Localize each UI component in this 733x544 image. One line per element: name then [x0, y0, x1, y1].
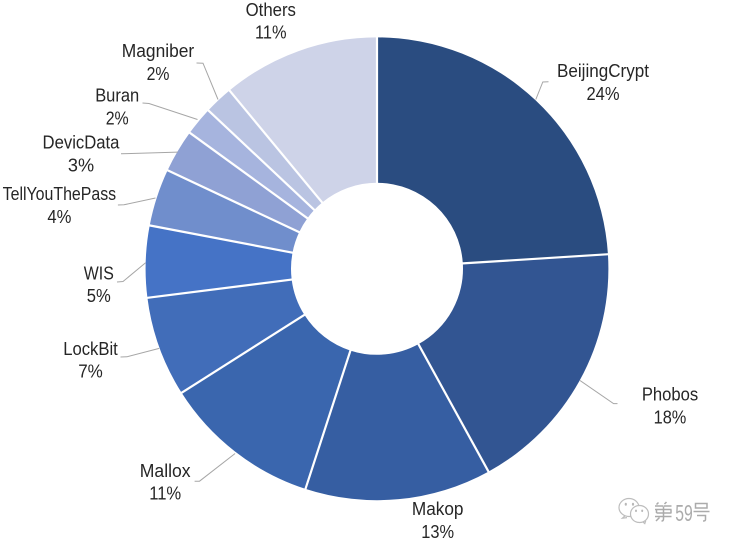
svg-text:WIS: WIS	[84, 262, 114, 283]
svg-text:BeijingCrypt: BeijingCrypt	[557, 60, 649, 81]
svg-text:13%: 13%	[421, 521, 454, 542]
svg-text:2%: 2%	[106, 107, 129, 128]
svg-text:11%: 11%	[149, 483, 181, 504]
svg-text:Phobos: Phobos	[642, 384, 698, 405]
svg-text:24%: 24%	[587, 83, 620, 104]
svg-text:Mallox: Mallox	[140, 460, 191, 481]
svg-text:7%: 7%	[78, 361, 103, 382]
svg-text:DevicData: DevicData	[43, 132, 121, 153]
svg-text:Buran: Buran	[95, 85, 139, 106]
svg-text:2%: 2%	[147, 63, 170, 84]
svg-text:Makop: Makop	[412, 498, 464, 519]
svg-text:LockBit: LockBit	[63, 338, 118, 359]
svg-text:11%: 11%	[255, 22, 287, 43]
svg-text:59: 59	[675, 500, 693, 526]
svg-text:Others: Others	[246, 0, 296, 20]
svg-text:5%: 5%	[87, 285, 111, 306]
svg-text:18%: 18%	[654, 406, 687, 427]
svg-text:Magniber: Magniber	[122, 40, 194, 61]
svg-text:TellYouThePass: TellYouThePass	[3, 183, 117, 204]
svg-text:3%: 3%	[68, 154, 94, 175]
svg-text:4%: 4%	[47, 206, 71, 227]
